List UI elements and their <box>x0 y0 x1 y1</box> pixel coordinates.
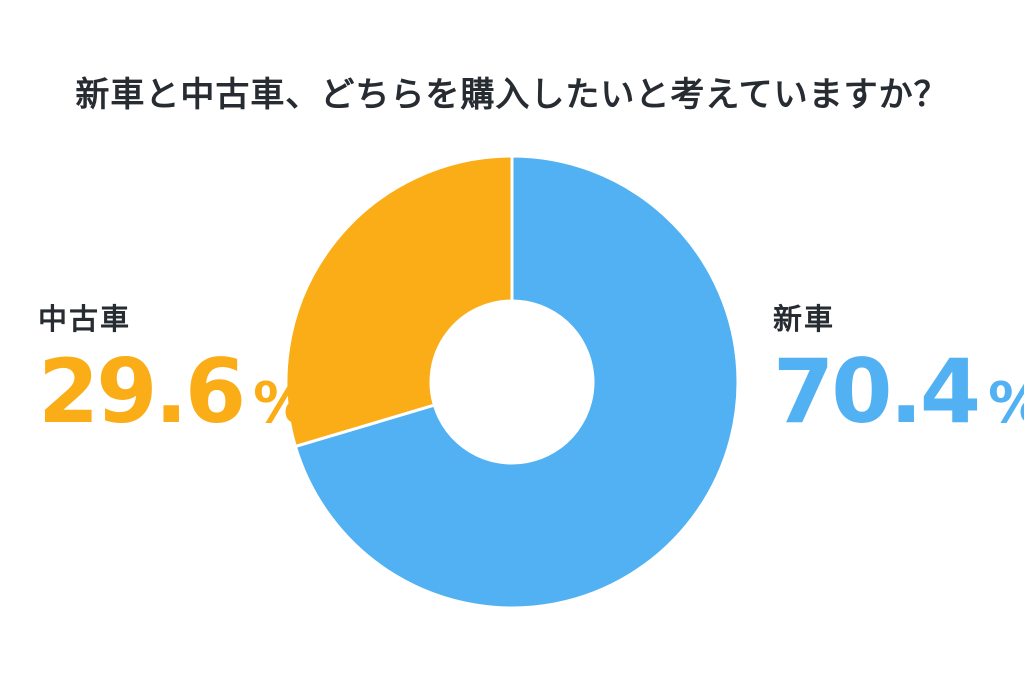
donut-chart <box>284 154 740 610</box>
chart-title: 新車と中古車、どちらを購入したいと考えていますか？ <box>75 74 949 115</box>
new-car-percent-sign: % <box>988 371 1024 436</box>
used-car-percentage: 29.6 <box>38 340 246 444</box>
new-car-percentage: 70.4 <box>773 340 981 444</box>
pie-slice-1 <box>284 154 514 448</box>
used-car-label: 中古車 <box>38 302 132 336</box>
callout-new-car: 新車 70.4% <box>773 302 1024 436</box>
new-car-value: 70.4% <box>773 348 1024 436</box>
new-car-label: 新車 <box>773 302 836 336</box>
callout-used-car: 中古車 29.6% <box>38 302 309 436</box>
used-car-percent-sign: % <box>253 371 310 437</box>
pie-slice-0 <box>293 154 740 610</box>
used-car-value: 29.6% <box>38 348 309 436</box>
